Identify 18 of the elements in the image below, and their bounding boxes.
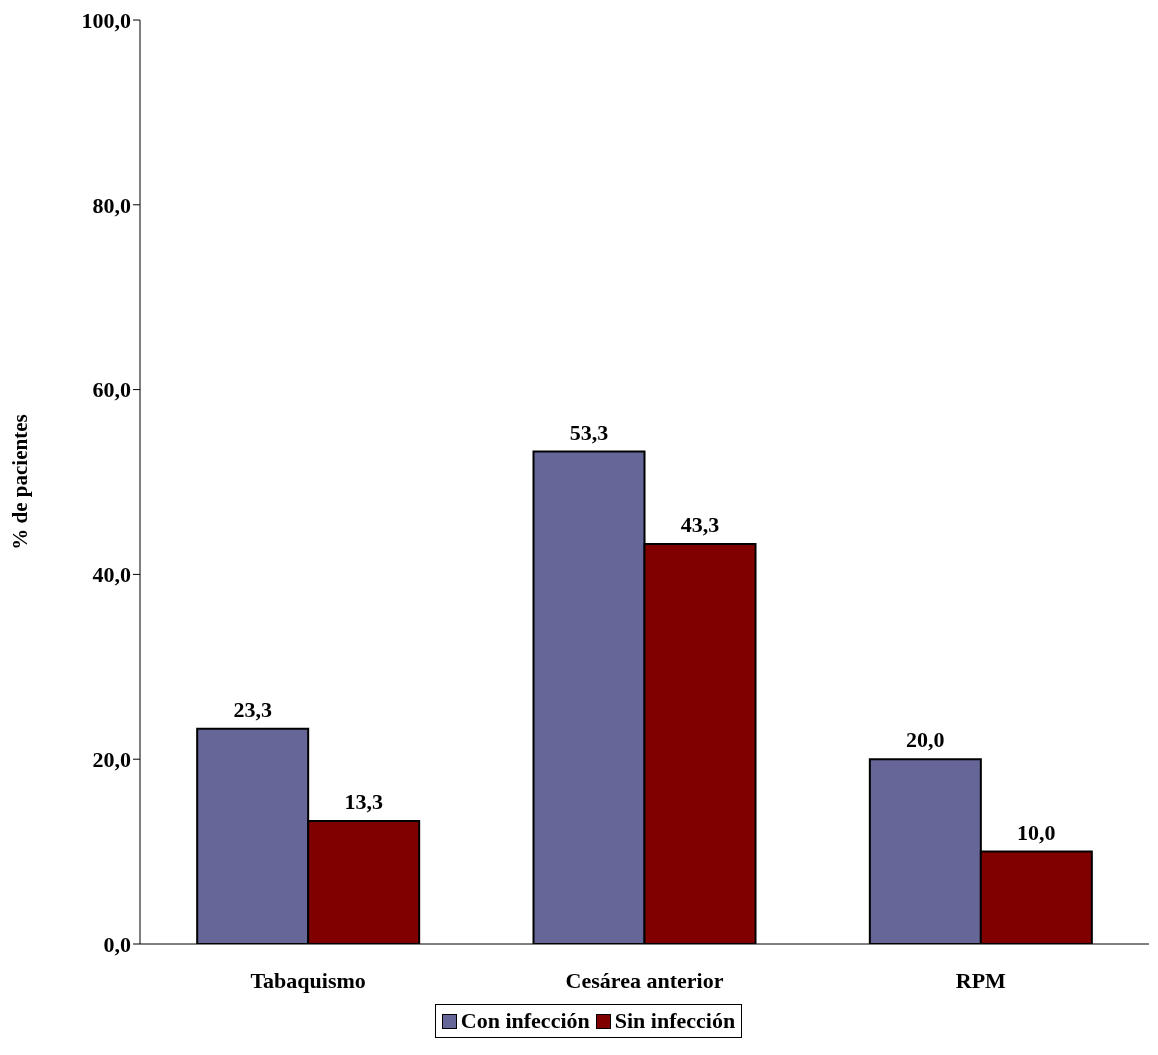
x-tick-label: RPM xyxy=(955,967,1007,993)
y-tick-label: 80,0 xyxy=(92,192,131,218)
x-tick-label: Cesárea anterior xyxy=(565,967,724,993)
y-tick-label: 0,0 xyxy=(103,931,131,957)
x-tick-label: Tabaquismo xyxy=(250,967,366,993)
legend-label: Con infección xyxy=(459,1008,590,1034)
y-tick-label: 60,0 xyxy=(92,377,131,403)
data-label: 13,3 xyxy=(344,789,383,815)
data-label: 43,3 xyxy=(680,511,720,537)
data-label: 23,3 xyxy=(233,696,272,722)
data-label: 20,0 xyxy=(906,727,945,753)
y-tick-label: 40,0 xyxy=(92,562,131,588)
y-tick-label: 20,0 xyxy=(92,747,131,773)
y-axis-title: % de pacientes xyxy=(8,414,33,550)
y-tick-label: 100,0 xyxy=(81,7,131,33)
data-label: 10,0 xyxy=(1017,819,1056,845)
data-label: 53,3 xyxy=(569,419,609,445)
legend-label: Sin infección xyxy=(613,1008,736,1034)
